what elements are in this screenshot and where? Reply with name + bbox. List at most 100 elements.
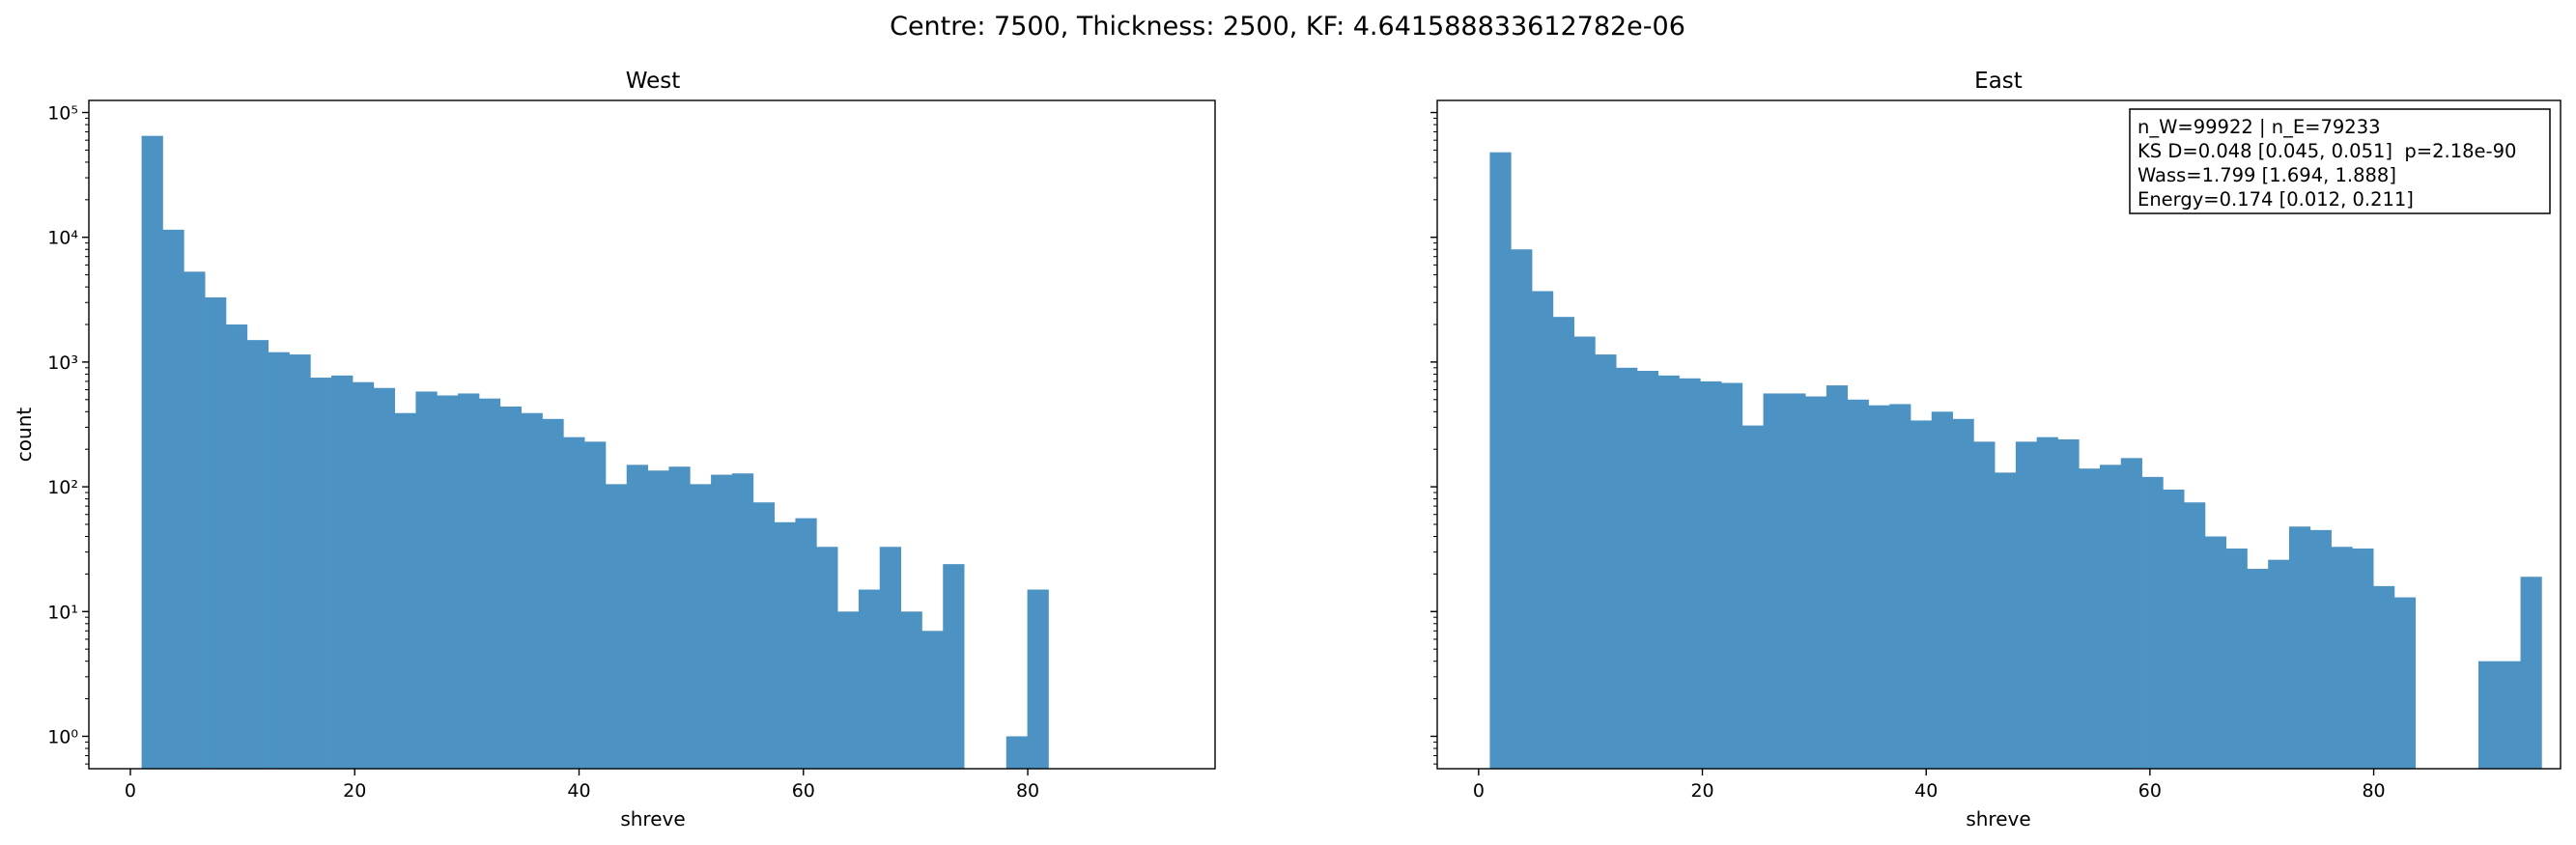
- west-bar: [879, 547, 901, 769]
- west-y-tick-label: 10⁵: [47, 103, 78, 125]
- west-x-tick-label: 20: [343, 780, 366, 802]
- west-bar: [352, 381, 375, 769]
- east-bar: [1784, 393, 1806, 769]
- west-bar: [184, 271, 206, 770]
- west-bar: [310, 378, 332, 769]
- west-bar: [289, 354, 311, 769]
- east-bar: [1889, 404, 1911, 769]
- east-bar: [2079, 468, 2101, 769]
- east-x-tick-label: 20: [1690, 780, 1713, 802]
- east-bar: [2309, 529, 2332, 769]
- west-bar: [943, 564, 965, 769]
- stats-line-counts: n_W=99922 | n_E=79233: [2137, 116, 2381, 138]
- east-bars: [1489, 152, 2542, 770]
- east-bar: [1952, 418, 1974, 769]
- east-bar: [2036, 437, 2058, 769]
- east-bar: [1973, 441, 1996, 769]
- west-y-tick-label: 10³: [47, 352, 78, 374]
- figure-suptitle: Centre: 7500, Thickness: 2500, KF: 4.641…: [890, 12, 1685, 42]
- west-bar: [584, 441, 607, 769]
- west-y-tick-label: 10²: [47, 477, 78, 498]
- west-bar: [458, 393, 480, 769]
- stats-line-ks: KS D=0.048 [0.045, 0.051] p=2.18e-90: [2137, 140, 2516, 162]
- east-bar: [1720, 382, 1743, 769]
- west-bar: [690, 484, 712, 769]
- east-bar: [1700, 380, 1722, 769]
- west-bar: [816, 547, 838, 769]
- east-x-ticks: 0 20 40 60 80: [1473, 769, 2386, 802]
- stats-box-frame: [2129, 108, 2551, 214]
- west-bar: [205, 296, 227, 769]
- east-bar: [1489, 152, 1512, 769]
- east-bar: [1657, 375, 1680, 769]
- west-bar: [331, 375, 354, 769]
- east-bar: [2163, 489, 2185, 769]
- east-bar: [2393, 597, 2417, 769]
- west-bar: [141, 135, 163, 769]
- west-x-tick-label: 0: [125, 780, 136, 802]
- west-bar: [752, 502, 775, 769]
- west-bar: [668, 466, 691, 769]
- east-bar: [1805, 396, 1827, 769]
- east-bar: [1931, 411, 1953, 769]
- east-bar: [2057, 438, 2080, 769]
- east-bar: [2520, 577, 2542, 769]
- west-panel: West 10⁰ 10¹ 10² 10³ 10⁴ 10⁵ 0 20 40 60 80 shreve…: [13, 69, 1216, 831]
- west-bar: [542, 418, 564, 769]
- east-bar: [2225, 549, 2248, 769]
- east-bar: [2477, 661, 2501, 769]
- east-bar: [1595, 354, 1617, 769]
- stats-box: n_W=99922 | n_E=79233 KS D=0.048 [0.045,…: [2129, 108, 2551, 214]
- west-x-ticks: 0 20 40 60 80: [125, 769, 1039, 802]
- east-bar: [2015, 441, 2038, 769]
- west-y-ticks: 10⁰ 10¹ 10² 10³ 10⁴ 10⁵: [47, 103, 89, 765]
- west-bar: [246, 340, 269, 769]
- east-bar: [2247, 569, 2269, 769]
- west-bar: [731, 473, 754, 769]
- east-bar: [1910, 420, 1933, 769]
- west-bar: [268, 352, 290, 769]
- east-bar: [1763, 393, 1785, 769]
- east-plot-frame: [1436, 99, 2562, 770]
- east-bar: [1995, 472, 2017, 769]
- west-bar: [858, 589, 881, 769]
- west-bar: [795, 518, 817, 769]
- west-bar: [1027, 589, 1049, 769]
- west-bar: [225, 324, 248, 769]
- west-y-tick-label: 10⁴: [47, 228, 78, 249]
- west-bar: [478, 398, 501, 769]
- west-bar: [499, 406, 522, 769]
- east-x-tick-label: 0: [1473, 780, 1485, 802]
- east-bar: [2352, 549, 2374, 769]
- east-bar: [2499, 661, 2521, 769]
- east-bar: [2141, 476, 2164, 769]
- west-bar: [373, 387, 395, 769]
- west-bar: [437, 395, 459, 769]
- east-bar: [1847, 399, 1869, 769]
- west-plot-frame: [88, 99, 1216, 770]
- east-bar: [1741, 425, 1764, 769]
- east-bar: [2268, 559, 2290, 769]
- west-x-tick-label: 40: [567, 780, 590, 802]
- west-bar: [162, 229, 184, 769]
- east-bar: [1616, 367, 1638, 769]
- west-bars: [141, 135, 1049, 770]
- east-bar: [1573, 336, 1596, 769]
- east-y-ticks: [1430, 111, 1437, 765]
- east-bar: [2184, 502, 2206, 769]
- stats-line-wasserstein: Wass=1.799 [1.694, 1.888]: [2137, 164, 2396, 186]
- east-x-axis-label: shreve: [1966, 807, 2030, 831]
- west-bar: [563, 437, 585, 769]
- east-x-tick-label: 60: [2138, 780, 2162, 802]
- west-y-axis-label: count: [13, 408, 36, 463]
- east-x-tick-label: 40: [1914, 780, 1938, 802]
- east-bar: [1868, 405, 1890, 769]
- east-bar: [2288, 526, 2311, 769]
- west-bar: [605, 484, 628, 769]
- west-x-tick-label: 60: [792, 780, 815, 802]
- east-bar: [2120, 458, 2142, 769]
- west-bar: [394, 412, 416, 769]
- east-bar: [2204, 536, 2227, 769]
- west-bar: [921, 631, 944, 769]
- east-bar: [1826, 385, 1849, 769]
